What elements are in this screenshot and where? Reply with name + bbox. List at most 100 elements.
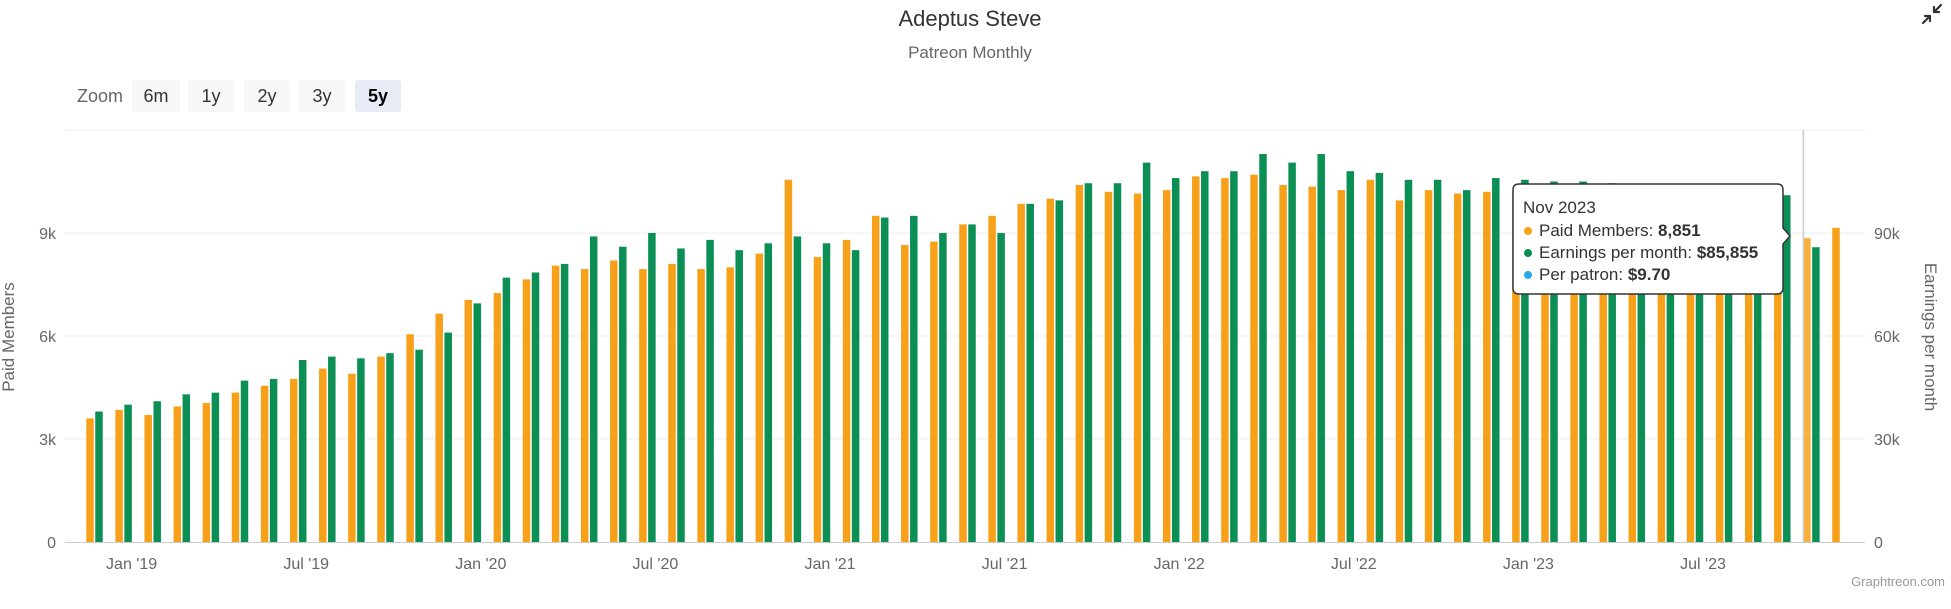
zoom-button-label[interactable]: 3y bbox=[312, 86, 331, 106]
bar-paid-members[interactable] bbox=[610, 260, 618, 542]
bar-earnings[interactable] bbox=[444, 332, 452, 542]
bar-earnings[interactable] bbox=[1550, 181, 1558, 543]
bar-earnings[interactable] bbox=[1492, 178, 1500, 543]
bar-earnings[interactable] bbox=[1783, 195, 1791, 542]
bar-earnings[interactable] bbox=[182, 394, 191, 542]
bar-paid-members[interactable] bbox=[1832, 227, 1840, 542]
bar-paid-members[interactable] bbox=[464, 299, 473, 542]
bar-earnings[interactable] bbox=[677, 248, 685, 542]
bar-paid-members[interactable] bbox=[1192, 176, 1200, 542]
bar-earnings[interactable] bbox=[1433, 179, 1442, 543]
bar-paid-members[interactable] bbox=[697, 269, 705, 542]
bar-paid-members[interactable] bbox=[1628, 195, 1637, 542]
bar-paid-members[interactable] bbox=[1803, 238, 1811, 542]
bar-paid-members[interactable] bbox=[1424, 190, 1433, 543]
bar-earnings[interactable] bbox=[473, 303, 482, 542]
bar-earnings[interactable] bbox=[1113, 183, 1122, 542]
bar-paid-members[interactable] bbox=[1512, 193, 1520, 542]
bar-earnings[interactable] bbox=[1055, 200, 1064, 542]
bar-earnings[interactable] bbox=[124, 404, 132, 542]
bar-paid-members[interactable] bbox=[726, 267, 734, 542]
bar-paid-members[interactable] bbox=[1366, 179, 1375, 543]
zoom-button-1y[interactable]: 1y bbox=[188, 80, 234, 112]
bar-paid-members[interactable] bbox=[289, 378, 298, 542]
bar-paid-members[interactable] bbox=[522, 279, 531, 542]
bar-earnings[interactable] bbox=[502, 277, 511, 542]
bar-paid-members[interactable] bbox=[930, 241, 938, 543]
bar-paid-members[interactable] bbox=[1017, 203, 1025, 543]
bar-paid-members[interactable] bbox=[1308, 186, 1316, 542]
bar-paid-members[interactable] bbox=[1453, 193, 1462, 542]
bar-earnings[interactable] bbox=[1695, 188, 1704, 542]
bar-paid-members[interactable] bbox=[580, 269, 589, 542]
bar-earnings[interactable] bbox=[415, 349, 423, 542]
bar-paid-members[interactable] bbox=[842, 239, 851, 542]
bar-paid-members[interactable] bbox=[784, 179, 793, 543]
bar-earnings[interactable] bbox=[1753, 191, 1762, 543]
bar-paid-members[interactable] bbox=[1483, 191, 1491, 543]
bar-earnings[interactable] bbox=[1142, 162, 1151, 542]
bar-earnings[interactable] bbox=[706, 239, 714, 542]
bar-paid-members[interactable] bbox=[668, 263, 676, 542]
bar-earnings[interactable] bbox=[648, 233, 656, 542]
bar-paid-members[interactable] bbox=[1250, 174, 1258, 542]
bar-earnings[interactable] bbox=[1084, 183, 1093, 542]
zoom-button-label[interactable]: 2y bbox=[257, 86, 276, 106]
bar-earnings[interactable] bbox=[1317, 154, 1325, 543]
bar-paid-members[interactable] bbox=[1657, 196, 1666, 542]
bar-earnings[interactable] bbox=[1521, 179, 1529, 543]
bar-paid-members[interactable] bbox=[1395, 200, 1404, 542]
bar-earnings[interactable] bbox=[240, 380, 249, 542]
bar-earnings[interactable] bbox=[764, 243, 773, 543]
zoom-button-bg[interactable] bbox=[355, 80, 401, 112]
zoom-button-bg[interactable] bbox=[244, 80, 290, 112]
bar-paid-members[interactable] bbox=[202, 402, 211, 542]
zoom-button-6m[interactable]: 6m bbox=[132, 80, 180, 112]
bar-earnings[interactable] bbox=[1026, 203, 1034, 543]
bar-earnings[interactable] bbox=[298, 360, 307, 542]
bar-paid-members[interactable] bbox=[144, 414, 152, 542]
bar-earnings[interactable] bbox=[357, 358, 365, 542]
bar-earnings[interactable] bbox=[328, 356, 336, 542]
bar-earnings[interactable] bbox=[1230, 171, 1238, 542]
bar-earnings[interactable] bbox=[1201, 171, 1209, 542]
bar-paid-members[interactable] bbox=[493, 293, 502, 542]
bar-paid-members[interactable] bbox=[1715, 198, 1724, 542]
bar-paid-members[interactable] bbox=[1046, 198, 1055, 542]
bar-paid-members[interactable] bbox=[1744, 198, 1753, 542]
bar-earnings[interactable] bbox=[619, 246, 627, 542]
bar-earnings[interactable] bbox=[1375, 172, 1384, 542]
bar-earnings[interactable] bbox=[939, 233, 947, 542]
bar-paid-members[interactable] bbox=[86, 418, 94, 542]
bar-paid-members[interactable] bbox=[959, 224, 967, 542]
bar-paid-members[interactable] bbox=[988, 215, 996, 543]
zoom-button-bg[interactable] bbox=[188, 80, 234, 112]
bar-paid-members[interactable] bbox=[901, 245, 909, 542]
bar-paid-members[interactable] bbox=[1075, 184, 1084, 542]
bar-paid-members[interactable] bbox=[813, 257, 822, 542]
bar-earnings[interactable] bbox=[153, 401, 161, 542]
bar-earnings[interactable] bbox=[1462, 190, 1471, 543]
bar-earnings[interactable] bbox=[968, 224, 976, 542]
zoom-button-2y[interactable]: 2y bbox=[244, 80, 290, 112]
zoom-button-label[interactable]: 5y bbox=[368, 86, 388, 106]
bar-earnings[interactable] bbox=[95, 411, 103, 542]
collapse-icon[interactable] bbox=[1920, 2, 1944, 26]
bar-paid-members[interactable] bbox=[871, 215, 880, 543]
bar-paid-members[interactable] bbox=[435, 313, 443, 542]
bar-earnings[interactable] bbox=[1579, 181, 1587, 543]
bar-paid-members[interactable] bbox=[1686, 196, 1695, 542]
bar-earnings[interactable] bbox=[1637, 184, 1646, 542]
bar-earnings[interactable] bbox=[269, 378, 278, 542]
bar-paid-members[interactable] bbox=[1541, 195, 1549, 542]
bar-paid-members[interactable] bbox=[1337, 190, 1346, 543]
bar-paid-members[interactable] bbox=[406, 334, 414, 542]
bar-earnings[interactable] bbox=[1259, 154, 1267, 543]
bar-paid-members[interactable] bbox=[377, 356, 385, 542]
bar-earnings[interactable] bbox=[531, 272, 540, 542]
bar-paid-members[interactable] bbox=[1570, 195, 1578, 542]
bar-paid-members[interactable] bbox=[1599, 195, 1607, 542]
bar-paid-members[interactable] bbox=[1104, 191, 1113, 543]
zoom-button-label[interactable]: 6m bbox=[143, 86, 168, 106]
credits-link[interactable]: Graphtreon.com bbox=[1851, 574, 1945, 589]
